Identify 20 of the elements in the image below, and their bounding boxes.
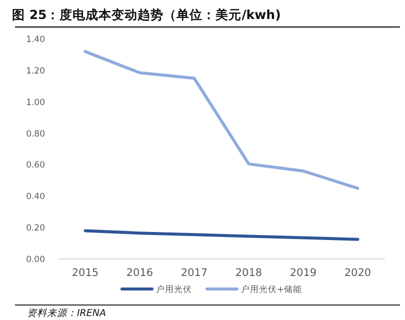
x-tick-label: 2016 xyxy=(126,267,154,279)
y-tick-label: 1.40 xyxy=(26,35,45,45)
x-tick-label: 2019 xyxy=(290,267,317,279)
y-tick-label: 1.00 xyxy=(26,98,45,108)
y-tick-label: 0.20 xyxy=(26,224,45,234)
legend-label: 户用光伏 xyxy=(156,284,192,295)
chart-title: 图 25：度电成本变动趋势（单位：美元/kwh) xyxy=(12,7,281,22)
y-tick-label: 0.00 xyxy=(26,255,45,265)
y-tick-label: 1.20 xyxy=(26,66,45,76)
text: 资料来源：IRENA xyxy=(27,308,106,319)
x-tick-label: 2017 xyxy=(180,267,208,279)
x-tick-label: 2018 xyxy=(235,267,262,279)
y-tick-label: 0.40 xyxy=(26,192,45,202)
y-tick-label: 0.60 xyxy=(26,160,45,171)
y-tick-label: 0.80 xyxy=(26,129,45,140)
line-series xyxy=(84,229,360,241)
legend-label: 户用光伏+储能 xyxy=(241,284,302,295)
x-tick-label: 2020 xyxy=(344,267,372,279)
line-series xyxy=(84,50,360,190)
x-tick-label: 2015 xyxy=(72,267,99,279)
